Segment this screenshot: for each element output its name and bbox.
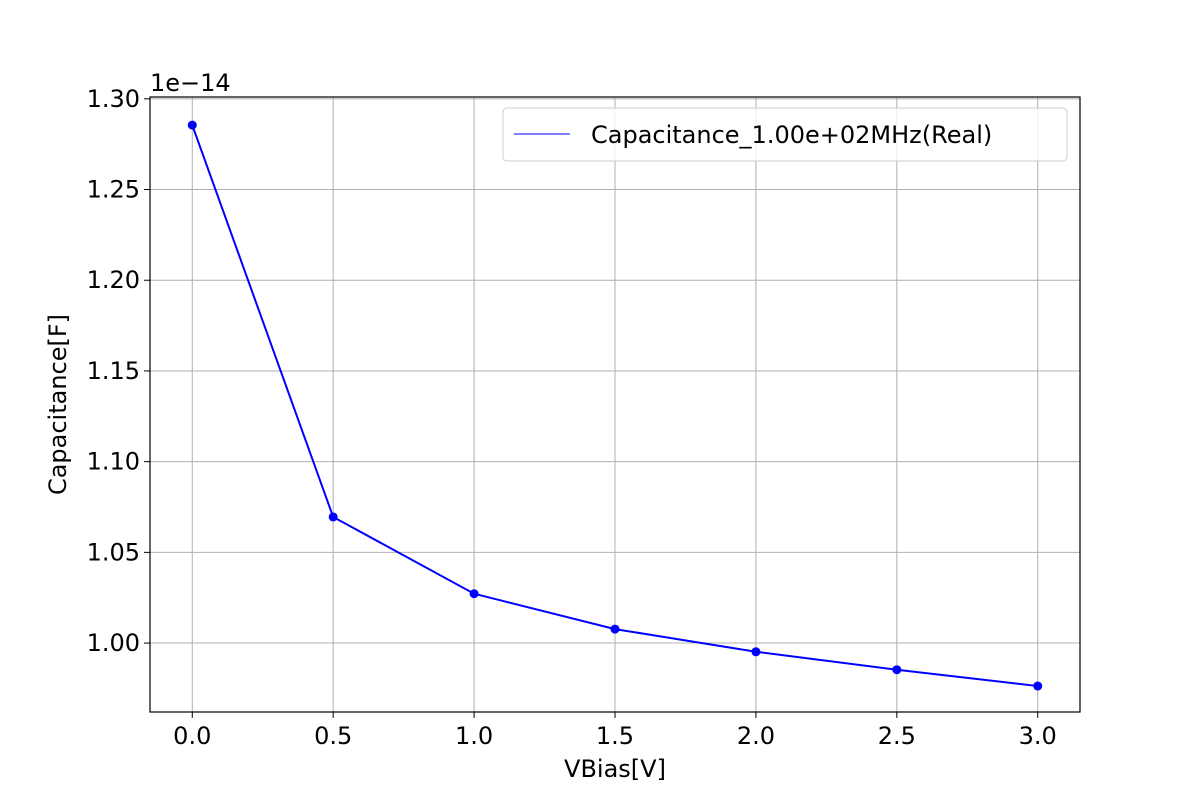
series-layer (187, 120, 1043, 691)
data-point (610, 624, 620, 634)
data-point (469, 589, 479, 599)
data-point (187, 120, 197, 130)
legend: Capacitance_1.00e+02MHz(Real) (502, 107, 1068, 162)
y-axis-offset-label: 1e−14 (150, 69, 231, 97)
y-tick-label: 1.25 (87, 176, 140, 204)
y-tick-label: 1.30 (87, 85, 140, 113)
y-axis-label: Capacitance[F] (44, 314, 72, 495)
grid (150, 97, 1080, 712)
y-tick-label: 1.10 (87, 448, 140, 476)
y-tick-label: 1.20 (87, 266, 140, 294)
legend-entry-label: Capacitance_1.00e+02MHz(Real) (591, 121, 992, 149)
legend-box (502, 107, 1068, 162)
ticks: 0.0 0.5 1.0 1.5 2.0 2.5 3.0 1.00 1.05 1.10 1.15 1.2… (87, 85, 1057, 750)
x-tick-label: 2.5 (878, 722, 916, 750)
x-tick-label: 1.0 (455, 722, 493, 750)
y-tick-label: 1.15 (87, 357, 140, 385)
data-point (751, 647, 761, 657)
y-tick-label: 1.00 (87, 629, 140, 657)
data-point (1033, 681, 1043, 691)
data-point (892, 665, 902, 675)
x-tick-label: 0.0 (173, 722, 211, 750)
x-axis-label: VBias[V] (564, 755, 666, 783)
y-tick-label: 1.05 (87, 538, 140, 566)
x-tick-label: 2.0 (737, 722, 775, 750)
x-tick-label: 0.5 (314, 722, 352, 750)
data-point (328, 512, 338, 522)
x-tick-label: 1.5 (596, 722, 634, 750)
x-tick-label: 3.0 (1019, 722, 1057, 750)
